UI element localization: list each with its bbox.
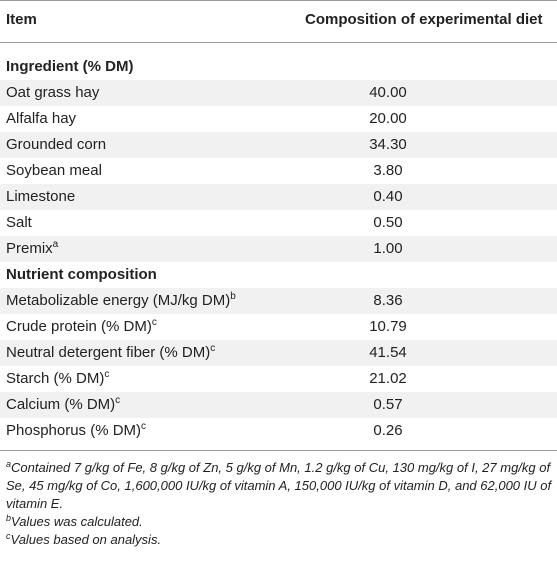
table-row: Calcium (% DM)c 0.57	[0, 392, 557, 418]
table-row: Salt 0.50	[0, 210, 557, 236]
row-label: Alfalfa hay	[6, 110, 77, 127]
table-row: Metabolizable energy (MJ/kg DM)b 8.36	[0, 288, 557, 314]
footnote-c: cValues based on analysis.	[6, 531, 162, 548]
header-rule	[0, 42, 557, 43]
row-value: 8.36	[373, 292, 403, 309]
row-label: Metabolizable energy (MJ/kg DM)b	[6, 291, 236, 310]
section-title-nutrient: Nutrient composition	[6, 266, 157, 283]
table-row: Starch (% DM)c 21.02	[0, 366, 557, 392]
row-value: 21.02	[369, 370, 407, 387]
row-label: Soybean meal	[6, 162, 102, 179]
table-row: Oat grass hay 40.00	[0, 80, 557, 106]
table-row: Grounded corn 34.30	[0, 132, 557, 158]
row-label: Phosphorus (% DM)c	[6, 421, 147, 440]
footnote-mark: c	[151, 317, 157, 328]
bottom-rule	[0, 450, 557, 451]
row-label: Salt	[6, 214, 32, 231]
table-row: Crude protein (% DM)c 10.79	[0, 314, 557, 340]
footnote-mark: b	[230, 291, 236, 302]
row-value: 3.80	[373, 162, 403, 179]
row-label: Calcium (% DM)c	[6, 395, 121, 414]
row-value: 34.30	[369, 136, 407, 153]
row-label: Neutral detergent fiber (% DM)c	[6, 343, 216, 362]
footnote-b: bValues was calculated.	[6, 513, 143, 530]
table-row: Phosphorus (% DM)c 0.26	[0, 418, 557, 444]
row-value: 0.26	[373, 422, 403, 439]
row-value: 20.00	[369, 110, 407, 127]
row-label: Premixa	[6, 239, 59, 258]
footnote-a: aContained 7 g/kg of Fe, 8 g/kg of Zn, 5…	[6, 459, 552, 512]
row-value: 1.00	[373, 240, 403, 257]
footnote-mark: c	[115, 395, 121, 406]
row-value: 0.40	[373, 188, 403, 205]
row-value: 41.54	[369, 344, 407, 361]
top-rule	[0, 0, 557, 1]
row-label: Limestone	[6, 188, 76, 205]
header-composition: Composition of experimental diet	[305, 11, 543, 28]
table-footnotes: aContained 7 g/kg of Fe, 8 g/kg of Zn, 5…	[6, 459, 552, 549]
row-label: Crude protein (% DM)c	[6, 317, 157, 336]
table-row: Premixa 1.00	[0, 236, 557, 262]
section-title-ingredient: Ingredient (% DM)	[6, 58, 134, 75]
footnote-mark: c	[104, 369, 110, 380]
header-item: Item	[6, 11, 37, 28]
row-label: Oat grass hay	[6, 84, 100, 101]
table-row: Alfalfa hay 20.00	[0, 106, 557, 132]
table-row: Neutral detergent fiber (% DM)c 41.54	[0, 340, 557, 366]
row-value: 40.00	[369, 84, 407, 101]
row-value: 0.50	[373, 214, 403, 231]
table-row: Limestone 0.40	[0, 184, 557, 210]
row-label: Starch (% DM)c	[6, 369, 110, 388]
table-header-row: Item Composition of experimental diet	[0, 7, 557, 33]
footnote-mark: c	[210, 343, 216, 354]
footnote-mark: c	[141, 421, 147, 432]
row-value: 10.79	[369, 318, 407, 335]
row-label: Grounded corn	[6, 136, 107, 153]
table-row: Soybean meal 3.80	[0, 158, 557, 184]
footnote-mark: a	[52, 239, 59, 250]
row-value: 0.57	[373, 396, 403, 413]
